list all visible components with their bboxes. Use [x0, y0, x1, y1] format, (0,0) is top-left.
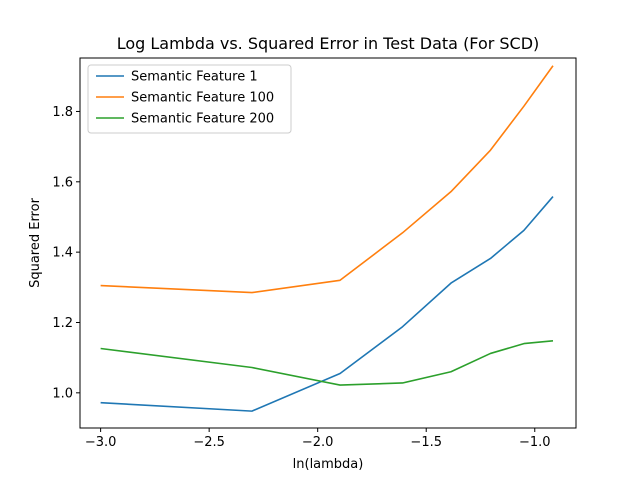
y-tick-label: 1.6: [52, 175, 73, 190]
legend-label: Semantic Feature 1: [131, 70, 258, 85]
legend-box: [87, 64, 292, 134]
y-tick-label: 1.2: [52, 316, 73, 331]
x-axis-ticks: −3.0 −2.5 −2.0 −1.5 −1.0: [85, 428, 551, 450]
plot-lines: [100, 65, 554, 412]
x-tick-label: −3.0: [85, 435, 117, 450]
x-axis-label: ln(lambda): [293, 457, 364, 472]
x-tick-label: −1.0: [519, 435, 551, 450]
y-axis-ticks: 1.0 1.2 1.4 1.6 1.8: [52, 105, 80, 401]
legend: Semantic Feature 1 Semantic Feature 100 Se…: [87, 64, 292, 134]
chart-title: Log Lambda vs. Squared Error in Test Dat…: [117, 34, 540, 53]
legend-label: Semantic Feature 200: [131, 112, 274, 127]
x-tick-label: −2.5: [193, 435, 225, 450]
x-tick-label: −1.5: [410, 435, 442, 450]
x-tick-label: −2.0: [302, 435, 334, 450]
y-tick-label: 1.4: [52, 246, 73, 261]
plot-frame: [79, 57, 577, 429]
series-line-1: [100, 196, 554, 412]
series-line-2: [100, 65, 554, 294]
legend-label: Semantic Feature 100: [131, 91, 274, 106]
y-tick-label: 1.8: [52, 105, 73, 120]
y-axis-label: Squared Error: [28, 197, 43, 287]
y-tick-label: 1.0: [52, 386, 73, 401]
series-line-3: [100, 339, 554, 386]
